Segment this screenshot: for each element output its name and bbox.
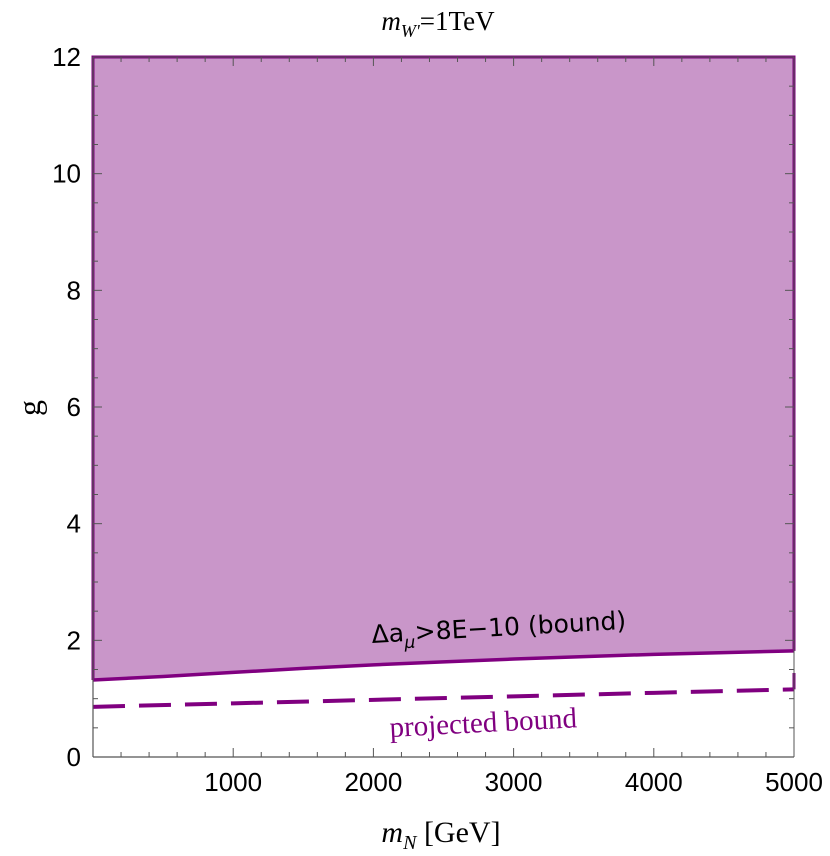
bound-line bbox=[92, 649, 795, 682]
x-tick-label: 3000 bbox=[485, 767, 543, 797]
projected-bound-annotation: projected bound bbox=[389, 702, 579, 744]
x-axis-label: mN [GeV] bbox=[381, 816, 500, 854]
plot-area bbox=[91, 55, 796, 709]
x-tick-label: 4000 bbox=[625, 767, 683, 797]
y-tick-label: 8 bbox=[67, 275, 81, 305]
y-tick-label: 10 bbox=[52, 159, 81, 189]
y-tick-label: 0 bbox=[67, 742, 81, 772]
x-tick-label: 5000 bbox=[765, 767, 823, 797]
y-tick-label: 4 bbox=[67, 509, 81, 539]
excluded-region-fill bbox=[93, 57, 794, 680]
x-tick-label: 2000 bbox=[344, 767, 402, 797]
projected-bound-line bbox=[92, 687, 795, 709]
y-tick-label: 6 bbox=[67, 392, 81, 422]
x-tick-label: 1000 bbox=[204, 767, 262, 797]
ticks: 1000 2000 3000 4000 5000 0 2 4 6 8 10 12 bbox=[52, 42, 823, 797]
y-axis-label: g bbox=[11, 400, 47, 416]
y-tick-label: 12 bbox=[52, 42, 81, 72]
y-tick-label: 2 bbox=[67, 625, 81, 655]
chart-title: mW'=1TeV bbox=[381, 6, 495, 41]
